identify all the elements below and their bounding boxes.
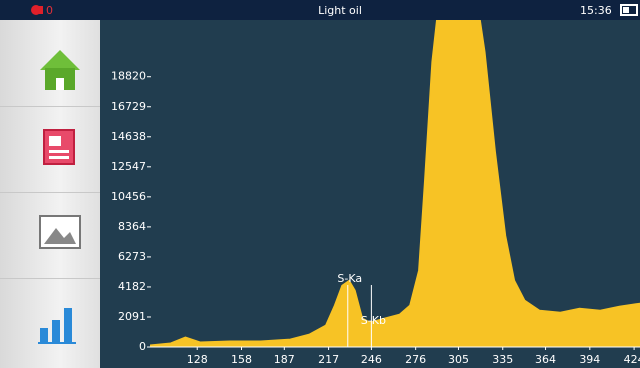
spectrum-area bbox=[150, 20, 640, 348]
x-tick-label: 187 bbox=[274, 353, 295, 366]
status-bar: 0 Light oil 15:36 bbox=[0, 0, 640, 20]
y-tick-label: 0 bbox=[139, 340, 146, 353]
y-tick-label: 2091 bbox=[118, 310, 146, 323]
x-tick-label: 246 bbox=[361, 353, 382, 366]
alarm-icon bbox=[31, 5, 43, 15]
x-tick-label: 424 bbox=[624, 353, 640, 366]
clock: 15:36 bbox=[580, 4, 612, 17]
x-tick-label: 217 bbox=[318, 353, 339, 366]
y-tick-label: 6273 bbox=[118, 250, 146, 263]
y-tick-label: 4182 bbox=[118, 280, 146, 293]
home-icon bbox=[40, 50, 80, 90]
home-button[interactable] bbox=[0, 20, 100, 107]
plot-background bbox=[100, 20, 640, 368]
y-tick-label: 14638 bbox=[111, 130, 146, 143]
y-tick-label: 18820 bbox=[111, 70, 146, 83]
alarm-count: 0 bbox=[46, 4, 53, 17]
x-tick-label: 128 bbox=[187, 353, 208, 366]
peak-label: S-Ka bbox=[337, 272, 362, 285]
screen-title: Light oil bbox=[318, 4, 362, 17]
y-tick-label: 12547 bbox=[111, 160, 146, 173]
x-tick-label: 276 bbox=[405, 353, 426, 366]
chart-icon bbox=[38, 308, 76, 344]
x-tick-label: 158 bbox=[231, 353, 252, 366]
y-tick-label: 8364 bbox=[118, 220, 146, 233]
peak-label: S-Kb bbox=[361, 314, 386, 327]
x-tick-label: 305 bbox=[448, 353, 469, 366]
x-tick-label: 335 bbox=[492, 353, 513, 366]
x-tick-label: 364 bbox=[535, 353, 556, 366]
sidebar bbox=[0, 20, 100, 368]
spectrum-button[interactable] bbox=[0, 278, 100, 364]
image-button[interactable] bbox=[0, 192, 100, 279]
battery-icon bbox=[620, 4, 638, 16]
x-tick-label: 394 bbox=[579, 353, 600, 366]
report-button[interactable] bbox=[0, 106, 100, 193]
y-tick-label: 16729 bbox=[111, 100, 146, 113]
report-icon bbox=[43, 129, 75, 165]
image-icon bbox=[39, 215, 81, 249]
y-tick-label: 10456 bbox=[111, 190, 146, 203]
